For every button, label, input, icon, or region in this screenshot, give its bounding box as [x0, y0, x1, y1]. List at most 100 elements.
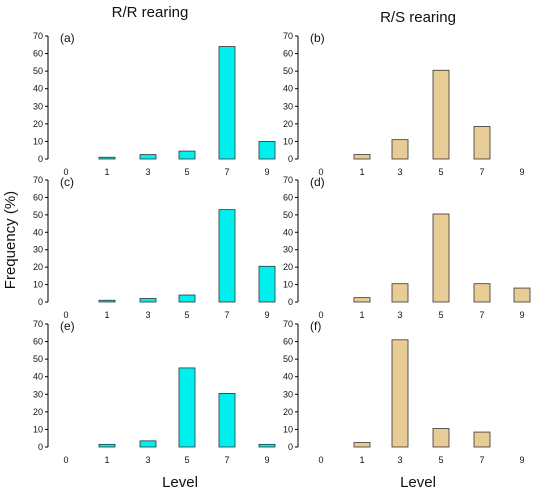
x-tick-label: 0 [318, 310, 323, 320]
x-tick-label: 3 [397, 167, 402, 177]
chart-panel: 0 10 20 30 40 50 60 70 0 1 3 5 7 9 (f) [283, 319, 525, 465]
x-tick-label: 7 [479, 455, 484, 465]
y-tick-label: 40 [33, 372, 43, 382]
y-tick-label: 10 [33, 136, 43, 146]
x-axis-label-left: Level [162, 474, 198, 491]
bar [218, 209, 236, 303]
bar [258, 443, 276, 448]
x-tick-label: 9 [264, 167, 269, 177]
x-tick-label: 1 [359, 455, 364, 465]
bar [432, 428, 450, 448]
y-tick-label: 20 [283, 119, 293, 129]
bar [473, 431, 491, 448]
x-tick-label: 7 [224, 455, 229, 465]
y-tick-label: 0 [288, 297, 293, 307]
bar [218, 46, 236, 160]
bar [513, 287, 531, 303]
y-tick-label: 0 [38, 154, 43, 164]
x-tick-label: 5 [438, 455, 443, 465]
bar [98, 156, 116, 160]
y-tick-label: 10 [283, 424, 293, 434]
y-tick-label: 30 [283, 245, 293, 255]
y-tick-label: 60 [33, 337, 43, 347]
bar [218, 393, 236, 448]
x-tick-label: 3 [145, 310, 150, 320]
x-tick-label: 3 [145, 455, 150, 465]
bar [473, 283, 491, 303]
x-tick-label: 3 [145, 167, 150, 177]
y-tick-label: 0 [38, 297, 43, 307]
y-tick-label: 10 [283, 280, 293, 290]
y-tick-label: 10 [33, 280, 43, 290]
bar [391, 283, 409, 303]
y-tick-label: 0 [288, 442, 293, 452]
y-tick-label: 30 [283, 101, 293, 111]
x-tick-label: 1 [104, 455, 109, 465]
bar [473, 126, 491, 160]
y-tick-label: 20 [33, 407, 43, 417]
bar [98, 299, 116, 303]
bar [139, 154, 157, 160]
x-tick-label: 7 [224, 310, 229, 320]
x-tick-label: 9 [519, 310, 524, 320]
bar [353, 297, 371, 303]
y-tick-label: 60 [33, 192, 43, 202]
y-tick-label: 20 [33, 262, 43, 272]
x-tick-label: 1 [104, 167, 109, 177]
y-tick-label: 0 [38, 442, 43, 452]
y-tick-label: 30 [33, 389, 43, 399]
x-tick-label: 1 [359, 310, 364, 320]
chart-panel: 0 10 20 30 40 50 60 70 0 1 3 5 7 9 (e) [33, 319, 276, 465]
x-tick-label: 5 [438, 167, 443, 177]
y-tick-label: 50 [283, 354, 293, 364]
chart-panel: 0 10 20 30 40 50 60 70 0 1 3 5 7 9 (b) [283, 31, 525, 177]
x-tick-label: 9 [264, 310, 269, 320]
x-tick-label: 7 [479, 310, 484, 320]
bar [139, 440, 157, 448]
x-tick-label: 9 [264, 455, 269, 465]
y-tick-label: 0 [288, 154, 293, 164]
y-tick-label: 30 [33, 245, 43, 255]
x-tick-label: 1 [104, 310, 109, 320]
x-tick-label: 9 [519, 455, 524, 465]
bar [178, 150, 196, 160]
y-tick-label: 50 [33, 66, 43, 76]
x-tick-label: 7 [479, 167, 484, 177]
y-tick-label: 10 [283, 136, 293, 146]
bar [178, 294, 196, 303]
x-tick-label: 0 [63, 310, 68, 320]
y-tick-label: 40 [33, 84, 43, 94]
chart-panel: 0 10 20 30 40 50 60 70 0 1 3 5 7 9 (c) [33, 175, 276, 320]
x-tick-label: 1 [359, 167, 364, 177]
x-tick-label: 5 [184, 455, 189, 465]
panel-label: (e) [60, 319, 75, 333]
panel-label: (c) [60, 175, 74, 189]
y-tick-label: 70 [283, 319, 293, 329]
x-tick-label: 5 [184, 310, 189, 320]
bar [391, 139, 409, 160]
bar [178, 367, 196, 448]
y-tick-label: 50 [283, 210, 293, 220]
bar [258, 141, 276, 160]
bar [432, 213, 450, 303]
panel-label: (d) [310, 175, 325, 189]
y-tick-label: 30 [283, 389, 293, 399]
y-tick-label: 50 [283, 66, 293, 76]
y-tick-label: 70 [33, 31, 43, 41]
y-tick-label: 70 [283, 175, 293, 185]
bar [98, 443, 116, 448]
x-tick-label: 5 [438, 310, 443, 320]
y-tick-label: 60 [283, 49, 293, 59]
chart-panel: 0 10 20 30 40 50 60 70 0 1 3 5 7 9 (d) [283, 175, 531, 320]
column-title-left: R/R rearing [112, 4, 189, 21]
y-tick-label: 40 [283, 372, 293, 382]
x-tick-label: 3 [397, 455, 402, 465]
y-tick-label: 40 [283, 227, 293, 237]
x-axis-label-right: Level [400, 474, 436, 491]
bar [432, 69, 450, 160]
y-tick-label: 70 [283, 31, 293, 41]
y-tick-label: 60 [283, 337, 293, 347]
bar [353, 442, 371, 448]
x-tick-label: 0 [63, 167, 68, 177]
